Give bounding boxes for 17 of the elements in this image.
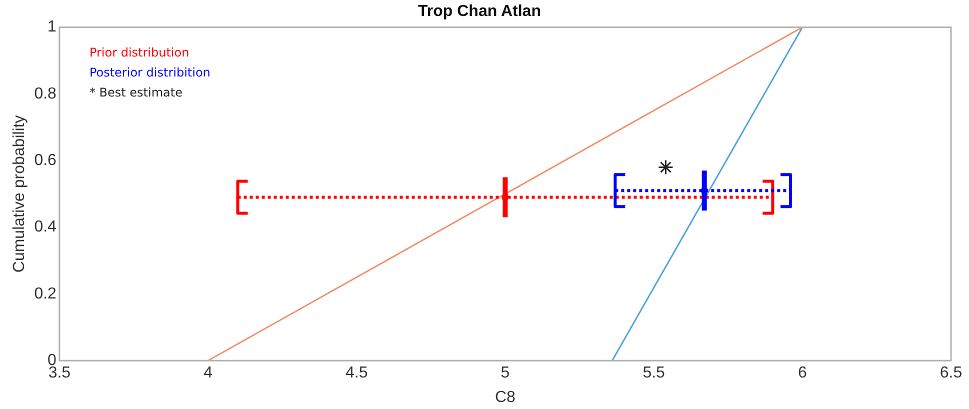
text: Prior distribution <box>89 45 190 60</box>
x-tick-label: 4.5 <box>346 364 368 382</box>
x-axis-title: C8 <box>494 388 516 406</box>
x-tick-label: 5 <box>500 364 510 382</box>
x-tick-label: 6.5 <box>940 364 962 382</box>
y-axis-title: Cumulative probability <box>11 115 28 273</box>
text: Posterior distribition <box>89 65 210 80</box>
y-tick-label: 0.6 <box>34 152 57 169</box>
y-tick-label: 1 <box>48 18 57 36</box>
y-tick-label: 0.8 <box>34 85 57 102</box>
x-tick-label: 5.5 <box>642 364 666 382</box>
text: * Best estimate <box>89 85 182 100</box>
chart-title: Trop Chan Atlan <box>418 3 541 20</box>
x-tick-label: 6 <box>798 364 807 382</box>
y-tick-label: 0.2 <box>34 285 57 302</box>
x-tick-label: 4 <box>204 364 213 382</box>
y-tick-label: 0.4 <box>34 218 57 236</box>
